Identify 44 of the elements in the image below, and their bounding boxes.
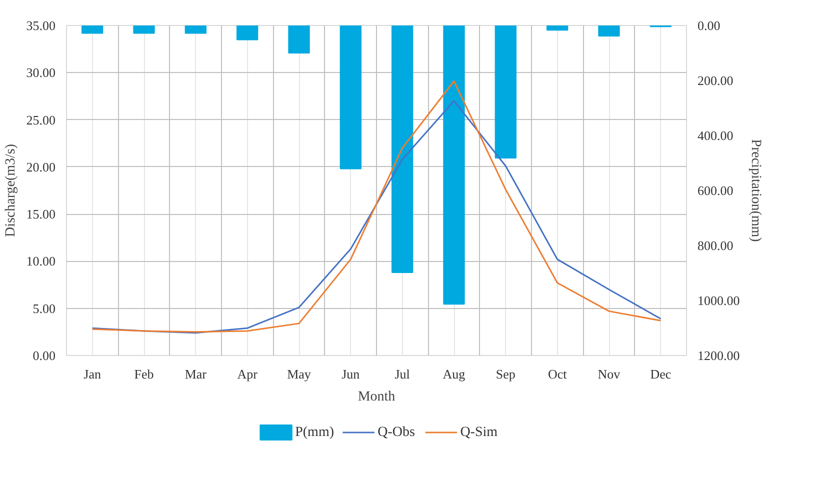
x-tick-label: Jun	[342, 366, 360, 382]
y-tick-label: 25.00	[26, 112, 56, 128]
y2-tick-label: 0.00	[698, 18, 720, 33]
bar	[82, 26, 104, 34]
bar	[443, 26, 465, 305]
y2-tick-label: 200.00	[698, 73, 734, 88]
x-axis-title: Month	[358, 390, 396, 404]
x-tick-label: Nov	[598, 366, 621, 382]
x-tick-label: Apr	[237, 366, 258, 382]
y-axis-title: Discharge(m3/s)	[3, 144, 18, 238]
y2-axis-title: Precipitation(mm)	[748, 139, 763, 242]
y-tick-label: 10.00	[26, 254, 56, 269]
x-tick-label: Sep	[496, 366, 516, 382]
y2-tick-label: 1000.00	[698, 293, 740, 308]
x-tick-label: Aug	[442, 366, 466, 382]
y2-tick-label: 800.00	[698, 238, 734, 253]
y-tick-label: 5.00	[32, 300, 56, 316]
legend-label: Q-Obs	[378, 425, 415, 440]
y-tick-label: 15.00	[26, 206, 56, 222]
y2-tick-label: 1200.00	[698, 348, 740, 363]
x-tick-label: Oct	[548, 366, 568, 382]
x-tick-label: Jan	[84, 366, 102, 382]
y2-tick-label: 600.00	[698, 183, 734, 198]
x-tick-label: Jul	[394, 366, 410, 382]
y2-tick-label: 400.00	[698, 128, 734, 143]
bar	[236, 26, 258, 40]
bar	[184, 26, 206, 34]
legend-label: P(mm)	[295, 425, 334, 440]
y-tick-label: 35.00	[26, 18, 56, 33]
y-tick-label: 30.00	[26, 65, 56, 80]
bar	[340, 26, 362, 170]
x-tick-label: Feb	[134, 366, 154, 382]
x-tick-label: Mar	[184, 366, 208, 382]
legend-label: Q-Sim	[460, 425, 498, 440]
bar	[494, 26, 516, 159]
x-tick-label: Dec	[650, 366, 672, 382]
bar	[133, 26, 155, 34]
x-tick-label: May	[287, 366, 312, 382]
bar	[546, 26, 568, 31]
y-tick-label: 0.00	[32, 348, 56, 363]
y-tick-label: 20.00	[26, 159, 56, 174]
bar	[392, 26, 414, 273]
bar	[598, 26, 620, 36]
bar	[288, 26, 310, 54]
